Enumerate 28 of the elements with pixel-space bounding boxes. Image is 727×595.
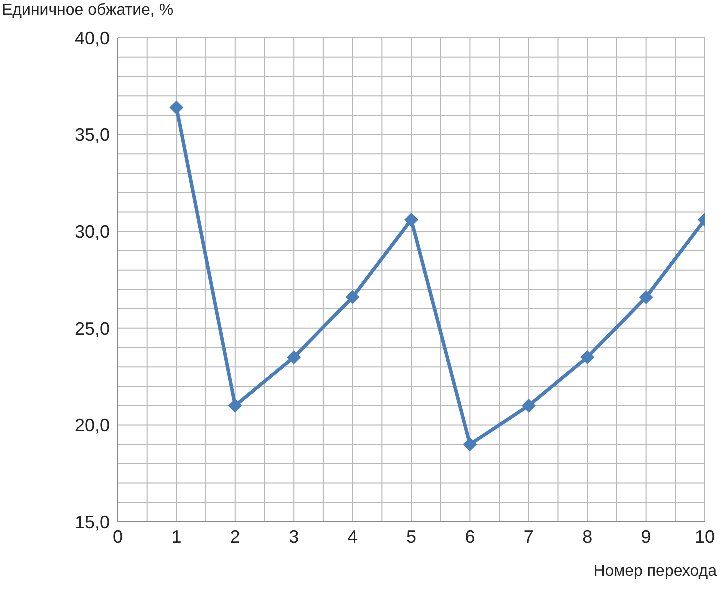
x-tick-label: 7 xyxy=(524,526,534,547)
y-tick-label: 15,0 xyxy=(74,512,110,532)
x-tick-label: 0 xyxy=(112,526,124,547)
x-tick-label: 10 xyxy=(694,526,716,547)
point xyxy=(639,290,654,304)
x-tick-label: 4 xyxy=(348,526,358,547)
y-tick-label: 20,0 xyxy=(74,416,110,436)
x-tick-label: 9 xyxy=(641,526,652,547)
y-tick-label: 30,0 xyxy=(74,222,110,242)
point xyxy=(463,438,478,452)
point xyxy=(228,398,242,413)
y-tick-label: 40,0 xyxy=(74,28,110,48)
y-axis-title: Единичное обжатие, % xyxy=(2,2,174,20)
point xyxy=(404,212,418,227)
point xyxy=(522,398,536,413)
x-tick-label: 2 xyxy=(230,526,240,547)
point xyxy=(287,350,302,364)
x-axis-title: Номер перехода xyxy=(594,563,717,581)
y-tick-label: 35,0 xyxy=(74,125,110,146)
x-tick-label: 6 xyxy=(465,526,476,547)
y-tick-label: 25,0 xyxy=(74,318,110,339)
x-tick-label: 8 xyxy=(582,526,593,547)
point xyxy=(346,290,360,304)
x-tick-label: 3 xyxy=(289,526,300,547)
x-tick-label: 5 xyxy=(406,526,417,547)
x-tick-label: 1 xyxy=(172,526,182,547)
point xyxy=(170,100,184,115)
point xyxy=(580,350,595,364)
